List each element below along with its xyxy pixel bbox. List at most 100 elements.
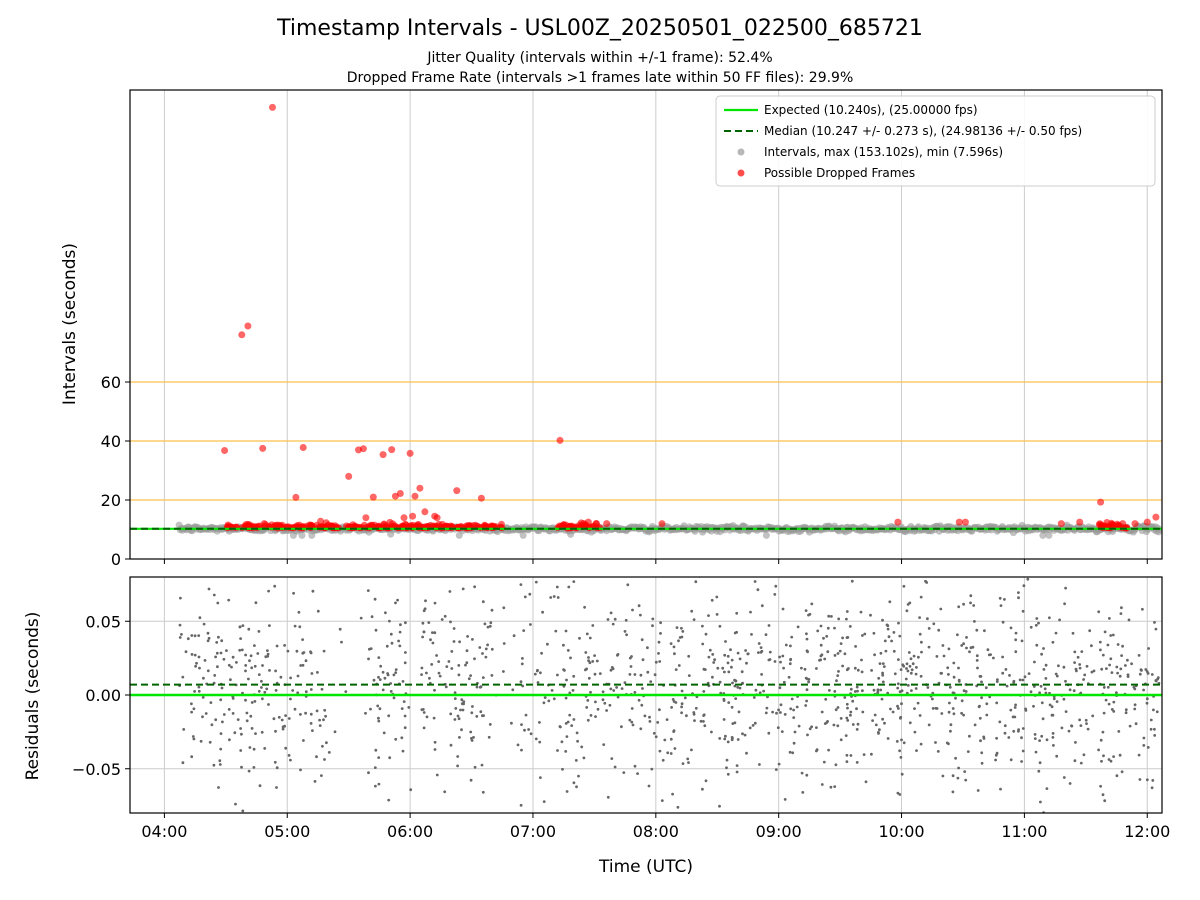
residual-point — [754, 688, 758, 692]
residual-point — [760, 649, 764, 653]
residual-point — [1040, 652, 1043, 656]
residual-point — [1145, 697, 1149, 701]
residual-point — [241, 809, 245, 813]
dropped-frame-point — [386, 518, 394, 526]
residual-point — [980, 761, 984, 765]
dropped-frame-point — [369, 493, 377, 501]
residual-point — [681, 630, 685, 633]
residual-point — [880, 697, 884, 701]
residual-point — [771, 710, 774, 714]
jitter-quality-subtitle: Jitter Quality (intervals within +/-1 fr… — [427, 50, 773, 66]
residual-point — [561, 767, 564, 771]
residual-point — [470, 711, 474, 715]
residual-point — [407, 706, 411, 709]
residual-point — [247, 769, 251, 773]
residual-point — [190, 634, 194, 637]
residual-point — [1009, 758, 1013, 762]
residual-point — [935, 707, 939, 710]
residual-point — [574, 759, 578, 762]
residual-point — [1090, 670, 1094, 674]
residual-point — [870, 669, 873, 672]
residual-point — [611, 622, 615, 626]
residual-point — [1079, 761, 1083, 765]
residual-point — [460, 728, 463, 732]
residual-point — [931, 691, 935, 695]
residual-point — [960, 699, 964, 703]
residual-point — [856, 668, 860, 672]
residual-point — [730, 705, 734, 709]
residual-point — [1103, 799, 1107, 803]
residual-point — [399, 623, 402, 627]
residual-point — [711, 675, 714, 679]
residual-point — [815, 726, 818, 729]
residual-point — [820, 653, 824, 657]
residual-point — [685, 714, 688, 718]
residual-point — [538, 721, 541, 724]
residual-point — [860, 658, 863, 662]
residual-point — [443, 614, 447, 618]
residual-point — [724, 734, 727, 738]
residual-point — [1099, 738, 1103, 742]
residual-point — [218, 759, 222, 763]
residual-point — [433, 748, 437, 751]
residual-point — [472, 736, 475, 739]
residual-point — [1037, 769, 1041, 773]
residual-point — [973, 620, 976, 623]
residual-point — [309, 688, 313, 691]
residual-point — [1147, 647, 1150, 650]
residual-point — [582, 756, 586, 760]
residual-point — [899, 756, 903, 759]
residual-point — [1078, 718, 1081, 722]
residual-point — [951, 774, 955, 778]
dropped-frame-point — [379, 451, 387, 459]
residual-point — [987, 653, 991, 657]
residual-point — [606, 795, 610, 799]
residual-point — [594, 715, 597, 718]
residual-point — [320, 774, 323, 777]
dropped-frame-point — [368, 521, 376, 529]
residual-point — [438, 674, 442, 678]
residual-point — [1139, 668, 1143, 672]
residual-point — [788, 662, 792, 666]
residual-point — [367, 657, 370, 661]
residual-point — [316, 671, 319, 674]
residual-point — [191, 735, 195, 738]
residual-point — [401, 749, 405, 753]
residual-point — [1071, 631, 1075, 635]
residual-point — [1083, 673, 1087, 677]
residual-point — [238, 625, 242, 629]
residual-point — [899, 716, 902, 720]
residual-point — [1092, 669, 1096, 673]
residual-point — [680, 702, 684, 706]
residual-point — [389, 690, 393, 693]
dropped-frame-point — [245, 521, 253, 529]
residual-point — [1124, 711, 1128, 715]
residual-point — [680, 711, 683, 715]
residual-point — [322, 718, 325, 722]
residual-point — [641, 658, 645, 662]
residual-point — [1106, 685, 1110, 689]
residual-point — [850, 579, 854, 583]
residual-point — [873, 713, 877, 717]
residual-point — [908, 601, 912, 605]
residual-point — [781, 654, 785, 658]
residual-point — [892, 649, 896, 653]
residual-point — [197, 634, 201, 637]
residual-point — [1014, 638, 1018, 642]
interval-point — [1045, 531, 1053, 539]
residual-point — [502, 606, 506, 610]
residual-point — [669, 642, 673, 645]
residual-point — [377, 756, 381, 759]
residual-point — [1101, 730, 1105, 734]
residual-point — [757, 642, 761, 645]
residual-point — [897, 658, 900, 661]
residual-point — [625, 633, 628, 637]
top-y-tick-label: 40 — [101, 432, 121, 451]
residual-point — [605, 709, 608, 712]
residual-point — [435, 654, 438, 657]
residual-point — [1003, 598, 1006, 601]
residual-point — [277, 715, 281, 719]
residual-point — [404, 651, 407, 654]
residual-point — [897, 707, 900, 710]
